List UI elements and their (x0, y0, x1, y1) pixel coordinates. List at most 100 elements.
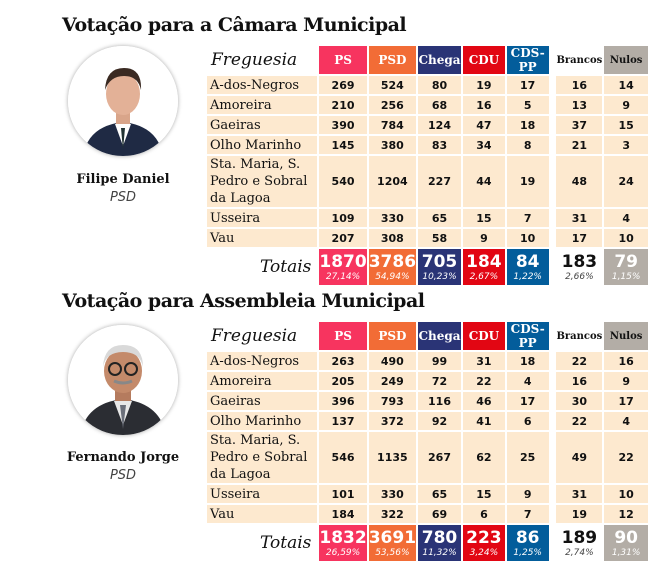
vote-count: 205 (317, 370, 369, 392)
vote-count: 17 (602, 390, 650, 412)
vote-count: 58 (416, 227, 463, 249)
total-cdu: 184 2,67% (461, 247, 507, 287)
vote-count: 31 (554, 207, 605, 229)
table-row: Sta. Maria, S. Pedro e Sobral da Lagoa 54… (204, 430, 650, 485)
total-psd: 3786 54,94% (366, 247, 419, 287)
total-votes: 705 (421, 252, 458, 272)
total-votes: 79 (614, 252, 638, 272)
freguesia-name: Gaeiras (204, 390, 320, 412)
vote-count: 46 (461, 390, 507, 412)
vote-count: 6 (461, 503, 507, 525)
vote-count: 210 (317, 94, 369, 116)
total-chega: 705 10,23% (416, 247, 463, 287)
total-votes: 780 (421, 528, 458, 548)
totals-label: Totais (204, 247, 320, 287)
vote-count: 116 (416, 390, 463, 412)
total-percentage: 26,59% (325, 548, 361, 558)
total-votes: 1870 (319, 252, 367, 272)
freguesia-name: Sta. Maria, S. Pedro e Sobral da Lagoa (204, 154, 320, 209)
vote-count: 48 (554, 154, 605, 209)
total-percentage: 2,74% (565, 548, 594, 558)
vote-count: 22 (554, 350, 605, 372)
total-percentage: 1,25% (513, 548, 542, 558)
total-nulos: 79 1,15% (602, 247, 650, 287)
freguesia-name: Vau (204, 503, 320, 525)
vote-count: 9 (602, 94, 650, 116)
spacer (549, 431, 556, 484)
vote-count: 65 (416, 483, 463, 505)
vote-count: 15 (461, 207, 507, 229)
column-header-ps: PS (317, 44, 369, 76)
vote-count: 4 (602, 207, 650, 229)
vote-count: 9 (461, 227, 507, 249)
table-row: Usseira 109 330 65 15 7 31 4 (204, 207, 650, 229)
total-percentage: 2,67% (469, 272, 499, 282)
vote-count: 330 (366, 207, 419, 229)
vote-count: 124 (416, 114, 463, 136)
vote-count: 207 (317, 227, 369, 249)
vote-count: 62 (461, 430, 507, 485)
vote-count: 47 (461, 114, 507, 136)
spacer (549, 524, 556, 562)
vote-count: 16 (554, 370, 605, 392)
column-header-nulos: Nulos (602, 44, 650, 76)
vote-count: 4 (602, 410, 650, 432)
candidate-name: Filipe Daniel (76, 172, 170, 187)
vote-count: 330 (366, 483, 419, 505)
vote-count: 184 (317, 503, 369, 525)
vote-count: 30 (554, 390, 605, 412)
vote-count: 308 (366, 227, 419, 249)
vote-count: 15 (461, 483, 507, 505)
vote-count: 41 (461, 410, 507, 432)
vote-count: 249 (366, 370, 419, 392)
spacer (549, 45, 556, 75)
vote-count: 490 (366, 350, 419, 372)
column-header-nulos: Nulos (602, 320, 650, 352)
vote-count: 15 (602, 114, 650, 136)
total-ps: 1832 26,59% (317, 523, 369, 563)
spacer (549, 351, 556, 371)
total-percentage: 27,14% (325, 272, 361, 282)
column-header-brancos: Brancos (554, 320, 605, 352)
total-cds-pp: 84 1,22% (504, 247, 551, 287)
vote-count: 540 (317, 154, 369, 209)
total-percentage: 54,94% (375, 272, 410, 282)
spacer (549, 484, 556, 504)
vote-count: 380 (366, 134, 419, 156)
vote-count: 8 (504, 134, 551, 156)
vote-count: 372 (366, 410, 419, 432)
vote-count: 4 (504, 370, 551, 392)
vote-count: 83 (416, 134, 463, 156)
total-votes: 184 (466, 252, 502, 272)
vote-count: 396 (317, 390, 369, 412)
total-chega: 780 11,32% (416, 523, 463, 563)
spacer (549, 75, 556, 95)
total-votes: 223 (466, 528, 502, 548)
table-row: Amoreira 205 249 72 22 4 16 9 (204, 370, 650, 392)
vote-count: 18 (504, 350, 551, 372)
column-header-psd: PSD (366, 320, 419, 352)
column-header-cdu: CDU (461, 320, 507, 352)
vote-count: 22 (554, 410, 605, 432)
vote-count: 24 (602, 154, 650, 209)
vote-count: 10 (602, 483, 650, 505)
table-row: Olho Marinho 145 380 83 34 8 21 3 (204, 134, 650, 156)
total-votes: 3691 (368, 528, 417, 548)
vote-count: 72 (416, 370, 463, 392)
vote-count: 145 (317, 134, 369, 156)
vote-count: 16 (554, 74, 605, 96)
vote-count: 9 (504, 483, 551, 505)
vote-count: 5 (504, 94, 551, 116)
freguesia-name: Vau (204, 227, 320, 249)
vote-count: 17 (504, 74, 551, 96)
vote-count: 12 (602, 503, 650, 525)
total-percentage: 1,22% (513, 272, 542, 282)
candidate-party: PSD (109, 190, 137, 205)
vote-count: 37 (554, 114, 605, 136)
total-cdu: 223 3,24% (461, 523, 507, 563)
assembleia-section: Votação para Assembleia Municipal Fernan… (0, 290, 650, 570)
vote-count: 263 (317, 350, 369, 372)
freguesia-name: A-dos-Negros (204, 350, 320, 372)
table-row: Amoreira 210 256 68 16 5 13 9 (204, 94, 650, 116)
total-nulos: 90 1,31% (602, 523, 650, 563)
